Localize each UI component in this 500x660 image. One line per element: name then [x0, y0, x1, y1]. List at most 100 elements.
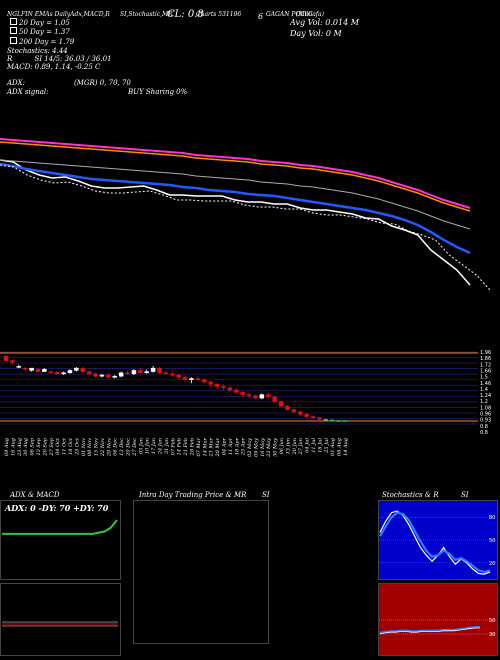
- y-tick-label: 0.96: [480, 412, 491, 418]
- date-label: 03 Jan: [138, 438, 144, 454]
- date-label: 08 Aug: [337, 438, 343, 456]
- candle-body: [285, 405, 290, 410]
- date-label: 08 Nov: [87, 438, 93, 456]
- candle-body: [265, 394, 271, 398]
- candle-body: [61, 372, 66, 375]
- header-left-title: NGLFIN EMAs DailyAdx,MACD,R: [7, 11, 110, 18]
- stochastics-label: Stochastics: 4.44: [7, 47, 68, 55]
- date-label: 22 Nov: [100, 438, 106, 457]
- date-label: 23 Aug: [17, 438, 23, 457]
- y-tick-label: 1.86: [480, 356, 491, 362]
- candle-body: [118, 372, 124, 377]
- candle-body: [317, 417, 322, 420]
- date-label: 01 Nov: [81, 438, 87, 456]
- stoch-tick-label: 80: [489, 515, 495, 521]
- ma-line-magenta: [0, 138, 471, 209]
- candlestick-chart: [3, 355, 348, 422]
- header-charts-label: Charts 531196: [196, 11, 242, 18]
- date-label: 13 Sep: [36, 437, 42, 455]
- date-label: 20 Sep: [42, 437, 48, 456]
- dma50-label: 50 Day = 1.37: [10, 27, 70, 36]
- y-tick-label: 1.2: [480, 399, 488, 405]
- date-label: 02 May: [247, 438, 253, 457]
- date-label: 11 Jul: [311, 438, 317, 453]
- si-tick-label: 30: [489, 632, 495, 638]
- date-label: 06 Jun: [279, 438, 285, 454]
- candle-body: [310, 416, 316, 418]
- candle-body: [176, 374, 181, 378]
- candle-body: [189, 378, 194, 380]
- candle-y-ticks: 1.961.861.721.661.51.461.41.241.21.080.9…: [480, 350, 491, 436]
- candle-body: [329, 419, 335, 422]
- date-label: 20 Dec: [126, 438, 132, 457]
- y-tick-label: 1.5: [480, 375, 488, 381]
- candle-body: [29, 367, 34, 371]
- candle-body: [221, 386, 226, 388]
- candle-body: [278, 401, 284, 407]
- ma-line-20-day: [0, 159, 471, 286]
- stoch-tick-label: 50: [489, 538, 495, 544]
- candle-body: [150, 367, 156, 372]
- candle-body: [67, 370, 73, 373]
- intraday-si-label: SI: [262, 491, 270, 499]
- candle-body: [170, 373, 175, 376]
- candle-body: [234, 389, 239, 393]
- y-tick-label: 1.08: [480, 405, 491, 411]
- candle-body: [35, 369, 41, 372]
- dma20-label: 20 Day = 1.05: [10, 18, 70, 27]
- candle-body: [112, 375, 117, 378]
- header-right-title: GAGAN POLYC: [266, 11, 313, 18]
- date-label: 30 Aug: [23, 438, 29, 456]
- macd-line-chart: [2, 621, 118, 627]
- header-si-title: SI,Stochastic,MR: [120, 11, 173, 18]
- date-label: 04 Apr: [221, 437, 227, 455]
- candle-body: [48, 371, 54, 373]
- date-label: 28 Feb: [189, 438, 195, 456]
- buy-sharing-label: BUY Sharing 0%: [128, 88, 188, 96]
- date-label: 11 Apr: [228, 437, 234, 455]
- dma200-label: 200 Day = 1.79: [10, 37, 74, 46]
- date-label: 21 Feb: [183, 438, 189, 456]
- date-label: 13 Jun: [285, 438, 291, 454]
- header-cl-label: CL: 0.8: [167, 9, 204, 20]
- avg-vol-label: Avg Vol: 0.014 M: [290, 18, 359, 27]
- date-label: 10 Jan: [145, 438, 151, 454]
- date-label: 25 Jul: [324, 438, 330, 454]
- intraday-panel: [133, 500, 269, 644]
- candle-body: [227, 387, 233, 391]
- adx-values-label: ADX: 0 -DY: 70 +DY: 70: [5, 503, 109, 513]
- si-line-white: [379, 627, 480, 634]
- date-label: 23 May: [266, 438, 272, 458]
- intraday-panel-title: Intra Day Trading Price & MR: [139, 491, 247, 499]
- candle-body: [106, 374, 111, 378]
- macd-label: MACD: 0.89, 1.14, -0.25 C: [7, 63, 101, 71]
- date-label: 14 Mar: [202, 437, 208, 456]
- candle-body: [99, 374, 105, 377]
- candle-body: [323, 419, 329, 421]
- date-label: 14 Aug: [343, 438, 349, 456]
- candle-body: [246, 394, 252, 397]
- candle-grid-lines: [0, 351, 478, 425]
- adx-line: [2, 519, 118, 535]
- adx-signal-label: ADX signal:: [7, 88, 49, 96]
- candle-body: [131, 370, 137, 375]
- date-label: 13 Dec: [119, 438, 125, 456]
- date-label: 27 Jun: [298, 438, 304, 455]
- candle-body: [16, 366, 22, 368]
- candle-body: [297, 411, 303, 415]
- y-tick-label: 0.8: [480, 430, 488, 436]
- y-tick-label: 0.93: [480, 418, 491, 424]
- header-six: 6: [258, 12, 264, 21]
- candle-body: [336, 420, 341, 422]
- date-label: 16 Aug: [10, 438, 16, 456]
- candle-body: [195, 378, 201, 380]
- si-tick-label: 50: [489, 618, 495, 624]
- date-label: 24 Jan: [158, 438, 164, 455]
- date-label: 18 Jul: [317, 438, 323, 453]
- candle-body: [86, 371, 92, 375]
- date-label: 18 Apr: [234, 437, 240, 455]
- candle-body: [253, 395, 258, 399]
- moving-average-chart: [0, 138, 491, 291]
- date-label: 11 Oct: [62, 437, 68, 455]
